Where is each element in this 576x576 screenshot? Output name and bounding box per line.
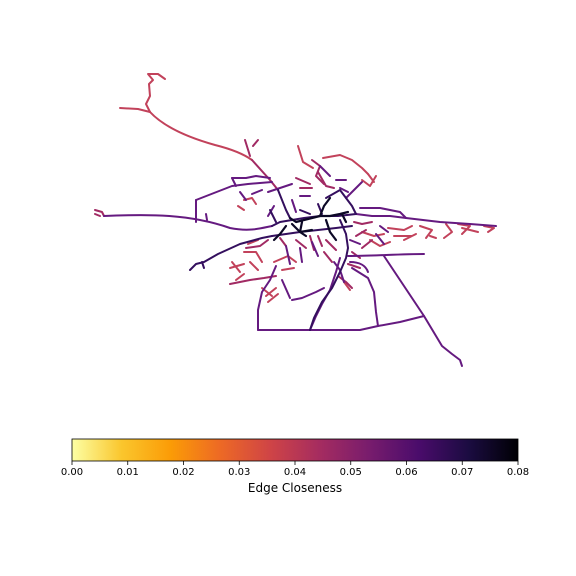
roads-core	[189, 189, 357, 331]
roads-outer	[119, 73, 495, 303]
colorbar-tick-label: 0.00	[61, 467, 83, 478]
colorbar-tick-label: 0.05	[340, 467, 362, 478]
colorbar: 0.00 0.01 0.02 0.03 0.04 0.05 0.06 0.07 0.08 Edg…	[61, 438, 529, 495]
colorbar-tick-label: 0.04	[284, 467, 306, 478]
colorbar-tick-label: 0.08	[507, 467, 529, 478]
roads-central	[103, 165, 497, 367]
colorbar-ticks: 0.00 0.01 0.02 0.03 0.04 0.05 0.06 0.07 0.08	[61, 461, 529, 478]
colorbar-tick-label: 0.01	[117, 467, 139, 478]
colorbar-tick-label: 0.02	[172, 467, 194, 478]
roads-hub	[272, 196, 350, 242]
colorbar-tick-label: 0.07	[451, 467, 473, 478]
colorbar-tick-label: 0.06	[395, 467, 417, 478]
colorbar-tick-label: 0.03	[228, 467, 250, 478]
road-network-map	[94, 73, 497, 367]
colorbar-gradient	[71, 438, 519, 462]
roads-mid	[94, 139, 373, 289]
colorbar-label: Edge Closeness	[248, 481, 342, 495]
